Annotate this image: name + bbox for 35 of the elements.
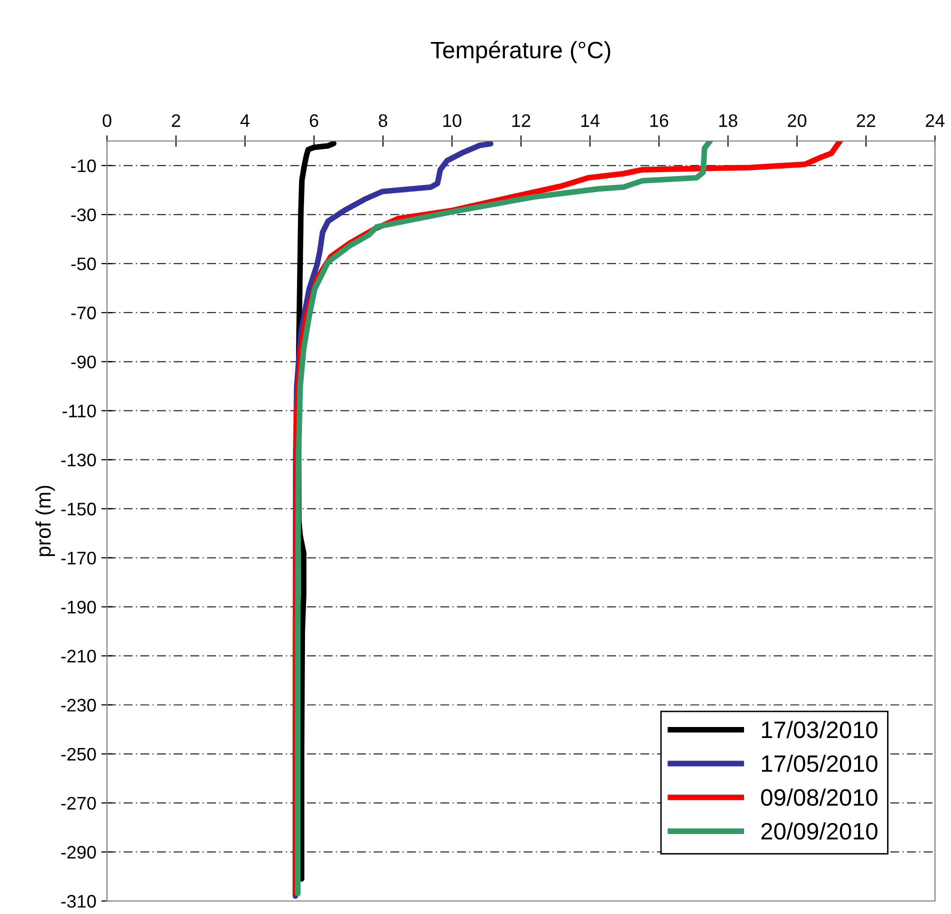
y-axis-title: prof (m)	[35, 486, 55, 556]
y-tick-label: -130	[61, 454, 96, 466]
y-tick-label: -30	[71, 208, 96, 222]
y-tick-label: -170	[61, 552, 96, 564]
x-tick-label: 20	[788, 114, 806, 128]
x-tick-label: 16	[650, 114, 668, 128]
y-tick-label: -150	[61, 502, 96, 516]
y-tick-label: -90	[71, 356, 96, 368]
x-axis-title: Température (°C)	[430, 40, 610, 64]
y-tick-label: -110	[62, 404, 96, 418]
y-tick-label: -230	[61, 698, 96, 712]
x-tick-label: 4	[240, 114, 250, 127]
y-tick-label: -10	[71, 159, 96, 172]
x-tick-label: 0	[102, 114, 112, 128]
x-tick-label: 2	[172, 114, 180, 127]
legend-label: 20/09/2010	[761, 822, 878, 840]
y-tick-label: -70	[71, 306, 96, 320]
x-tick-label: 24	[926, 114, 945, 127]
y-tick-label: -250	[61, 748, 96, 761]
y-tick-label: -190	[61, 600, 96, 614]
x-tick-label: 6	[310, 114, 318, 128]
x-tick-label: 8	[378, 114, 388, 128]
legend-label: 09/08/2010	[761, 788, 878, 806]
legend-label: 17/05/2010	[762, 754, 878, 772]
x-tick-label: 12	[512, 114, 530, 127]
y-tick-label: -50	[71, 258, 96, 270]
x-tick-label: 14	[581, 114, 600, 127]
y-tick-label: -290	[61, 846, 96, 859]
legend-label: 17/03/2010	[762, 720, 878, 738]
y-tick-label: -270	[61, 796, 96, 810]
y-tick-label: -210	[61, 650, 96, 663]
x-tick-label: 10	[443, 114, 462, 128]
x-tick-label: 22	[856, 114, 876, 127]
x-tick-label: 18	[719, 114, 738, 128]
y-tick-label: -310	[61, 894, 96, 908]
